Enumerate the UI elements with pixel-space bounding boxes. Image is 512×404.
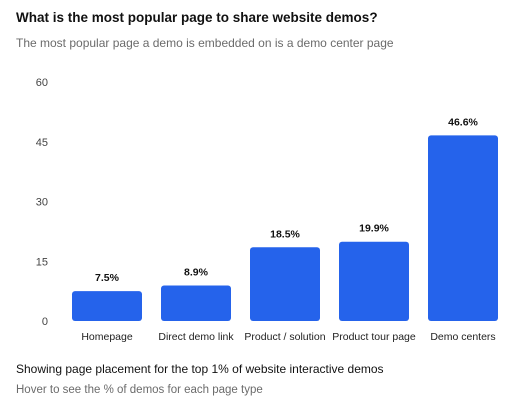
data-label: 8.9% xyxy=(184,267,209,279)
data-label: 46.6% xyxy=(448,116,478,128)
data-label: 19.9% xyxy=(359,223,389,235)
data-label: 7.5% xyxy=(95,272,120,284)
footer-title: Showing page placement for the top 1% of… xyxy=(16,362,384,376)
x-category-label: Product tour page xyxy=(332,331,416,343)
bar[interactable] xyxy=(72,291,142,321)
bar-chart: 0 15 30 45 60 7.5% 8.9% 18.5% 19.9% 46.6% Homepa… xyxy=(36,77,498,343)
y-tick-label: 45 xyxy=(36,137,48,149)
x-category-label: Demo centers xyxy=(430,331,495,343)
chart-subtitle: The most popular page a demo is embedded… xyxy=(16,36,394,50)
y-tick-label: 0 xyxy=(42,316,48,328)
bar[interactable] xyxy=(339,241,409,321)
x-category-label: Product / solution xyxy=(244,331,325,343)
x-axis: Homepage Direct demo link Product / soluti… xyxy=(81,331,495,343)
data-labels: 7.5% 8.9% 18.5% 19.9% 46.6% xyxy=(95,116,479,284)
footer-hint: Hover to see the % of demos for each pag… xyxy=(16,384,263,396)
bar[interactable] xyxy=(250,247,320,321)
y-tick-label: 30 xyxy=(36,197,48,209)
bar[interactable] xyxy=(428,135,498,321)
data-label: 18.5% xyxy=(270,228,300,240)
y-axis: 0 15 30 45 60 xyxy=(36,77,48,328)
x-category-label: Direct demo link xyxy=(158,331,234,343)
bars xyxy=(72,135,498,321)
x-category-label: Homepage xyxy=(81,331,133,343)
bar[interactable] xyxy=(161,285,231,321)
y-tick-label: 15 xyxy=(36,256,48,268)
y-tick-label: 60 xyxy=(36,77,48,89)
chart-title: What is the most popular page to share w… xyxy=(16,10,378,25)
